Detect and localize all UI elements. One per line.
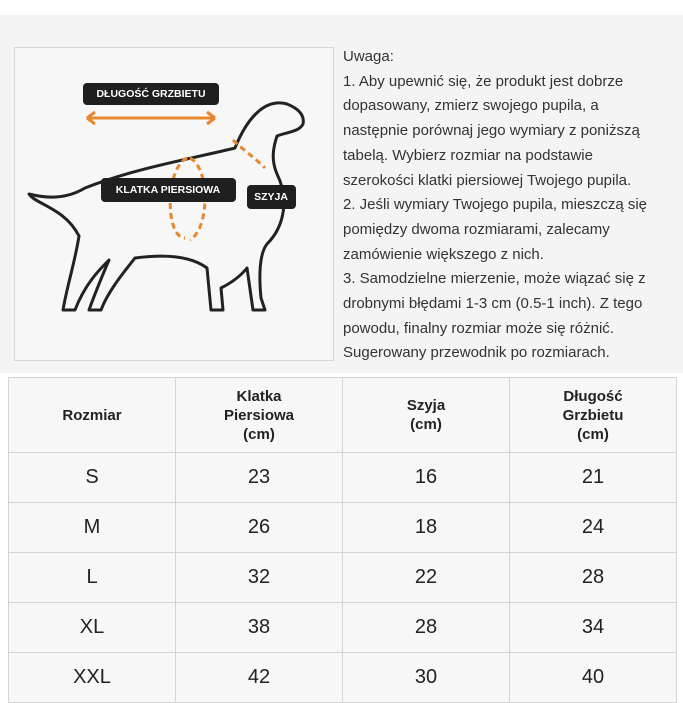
table-cell: 28 bbox=[509, 552, 677, 603]
table-cell: 38 bbox=[175, 602, 343, 653]
note-line: 3. Samodzielne mierzenie, może wiązać si… bbox=[343, 270, 646, 288]
note-line: Sugerowany przewodnik po rozmiarach. bbox=[343, 344, 610, 362]
note: Uwaga: 1. Aby upewnić się, że produkt jes… bbox=[343, 45, 647, 366]
table-row: S 23 16 21 bbox=[8, 452, 677, 503]
header-line: (cm) bbox=[577, 425, 609, 443]
note-line: tabelą. Wybierz rozmiar na podstawie bbox=[343, 146, 593, 164]
header-line: Klatka bbox=[236, 387, 282, 405]
header-cell: Długość Grzbietu (cm) bbox=[509, 377, 677, 453]
table-cell: 40 bbox=[509, 652, 677, 703]
table-cell: 24 bbox=[509, 502, 677, 553]
table-cell: 21 bbox=[509, 452, 677, 503]
header-line: Grzbietu bbox=[562, 406, 624, 424]
label: DŁUGOŚĆ GRZBIETU bbox=[96, 87, 205, 100]
note-line: Uwaga: bbox=[343, 48, 394, 65]
dog-illustration: DŁUGOŚĆ GRZBIETU KLATKA PIERSIOWA SZYJA bbox=[14, 47, 334, 361]
table-cell: L bbox=[8, 552, 176, 603]
table-cell: XXL bbox=[8, 652, 176, 703]
note-line: następnie porównaj jego wymiary z poniżs… bbox=[343, 122, 640, 140]
table-cell: 23 bbox=[175, 452, 343, 503]
note-line: powodu, finalny rozmiar może się różnić. bbox=[343, 319, 614, 337]
table-cell: 18 bbox=[342, 502, 510, 553]
table-cell: 30 bbox=[342, 652, 510, 703]
note-line: drobnymi błędami 1-3 cm (0.5-1 inch). Z … bbox=[343, 295, 643, 313]
label-box bbox=[247, 185, 296, 209]
note-line: 1. Aby upewnić się, że produkt jest dobr… bbox=[343, 72, 624, 90]
header-line: (cm) bbox=[243, 425, 275, 443]
header-line: Rozmiar bbox=[62, 406, 122, 424]
table-row: XXL 42 30 40 bbox=[8, 652, 677, 703]
note-line: 2. Jeśli wymiary Twojego pupila, mieszcz… bbox=[343, 196, 648, 214]
header-cell: Rozmiar bbox=[8, 377, 176, 453]
label: KLATKA PIERSIOWA bbox=[116, 184, 221, 196]
table-cell: 34 bbox=[509, 602, 677, 653]
table-cell: 16 bbox=[342, 452, 510, 503]
label: SZYJA bbox=[254, 191, 288, 203]
size-table: Rozmiar Klatka Piersiowa (cm) Szyja (cm) Długo… bbox=[8, 377, 677, 703]
header-cell: Szyja (cm) bbox=[342, 377, 510, 453]
header-cell: Klatka Piersiowa (cm) bbox=[175, 377, 343, 453]
table-cell: M bbox=[8, 502, 176, 553]
table-row: M 26 18 24 bbox=[8, 502, 677, 553]
note-line: szerokości klatki piersiowej Twojego pup… bbox=[343, 171, 632, 189]
table-cell: 32 bbox=[175, 552, 343, 603]
table-row: L 32 22 28 bbox=[8, 552, 677, 603]
header-line: Szyja bbox=[406, 397, 446, 414]
table-row: XL 38 28 34 bbox=[8, 602, 677, 653]
table-cell: S bbox=[8, 452, 176, 503]
table-cell: 26 bbox=[175, 502, 343, 553]
label-box bbox=[83, 83, 219, 105]
table-cell: 22 bbox=[342, 552, 510, 603]
header-line: Piersiowa bbox=[223, 406, 295, 424]
note-line: dopasowany, zmierz swojego pupila, a bbox=[343, 97, 599, 115]
table-cell: 28 bbox=[342, 602, 510, 653]
label-box bbox=[101, 178, 236, 202]
header-line: Długość bbox=[563, 387, 623, 405]
note-line: pomiędzy dwoma rozmiarami, zalecamy bbox=[343, 220, 610, 238]
dog-drawing: DŁUGOŚĆ GRZBIETU KLATKA PIERSIOWA SZYJA bbox=[27, 83, 305, 312]
header-line: (cm) bbox=[410, 416, 442, 433]
table-cell: 42 bbox=[175, 652, 343, 703]
note-line: zamówienie większego z nich. bbox=[343, 245, 544, 263]
table-cell: XL bbox=[8, 602, 176, 653]
